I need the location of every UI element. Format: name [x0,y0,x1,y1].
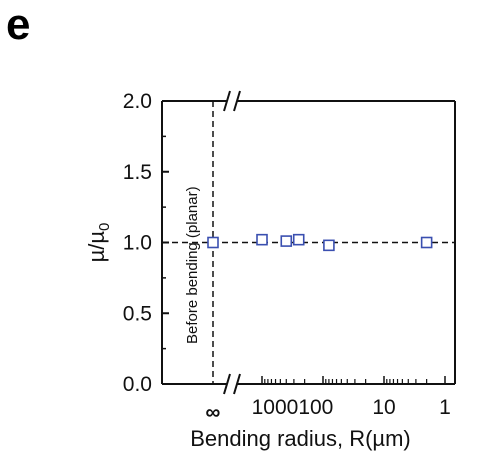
data-point [292,233,305,246]
y-axis-title-main: µ/µ [84,231,109,263]
x-tick-label: 1000100 [252,396,334,419]
y-axis: 0.0 0.5 1.0 1.5 2.0 [123,90,169,396]
x-axis-title: Bending radius, R(µm) [190,426,411,451]
x-tick-label: 10 [372,396,395,419]
y-tick-label: 1.5 [123,161,152,184]
x-axis: ∞ 10 1 1000100 [206,376,451,424]
plot-frame [161,90,456,395]
axis-break-top [223,90,241,112]
x-tick-label-infinity: ∞ [206,401,221,424]
y-tick-label: 0.5 [123,302,152,325]
y-axis-title: µ/µ0 [84,223,113,263]
data-point [323,239,335,252]
data-series [207,233,433,252]
data-point [420,236,433,249]
y-axis-title-subscript: 0 [96,223,113,231]
annotation-before-bending: Before bending (planar) [184,186,201,344]
data-point [256,233,268,246]
data-point [280,235,293,247]
y-tick-label: 1.0 [123,232,152,255]
y-tick-label: 2.0 [123,90,152,113]
panel-label: e [6,0,31,49]
y-tick-label: 0.0 [123,373,152,396]
data-point [207,236,219,249]
axis-break-bottom [223,373,241,395]
x-tick-label: 1 [439,396,451,419]
